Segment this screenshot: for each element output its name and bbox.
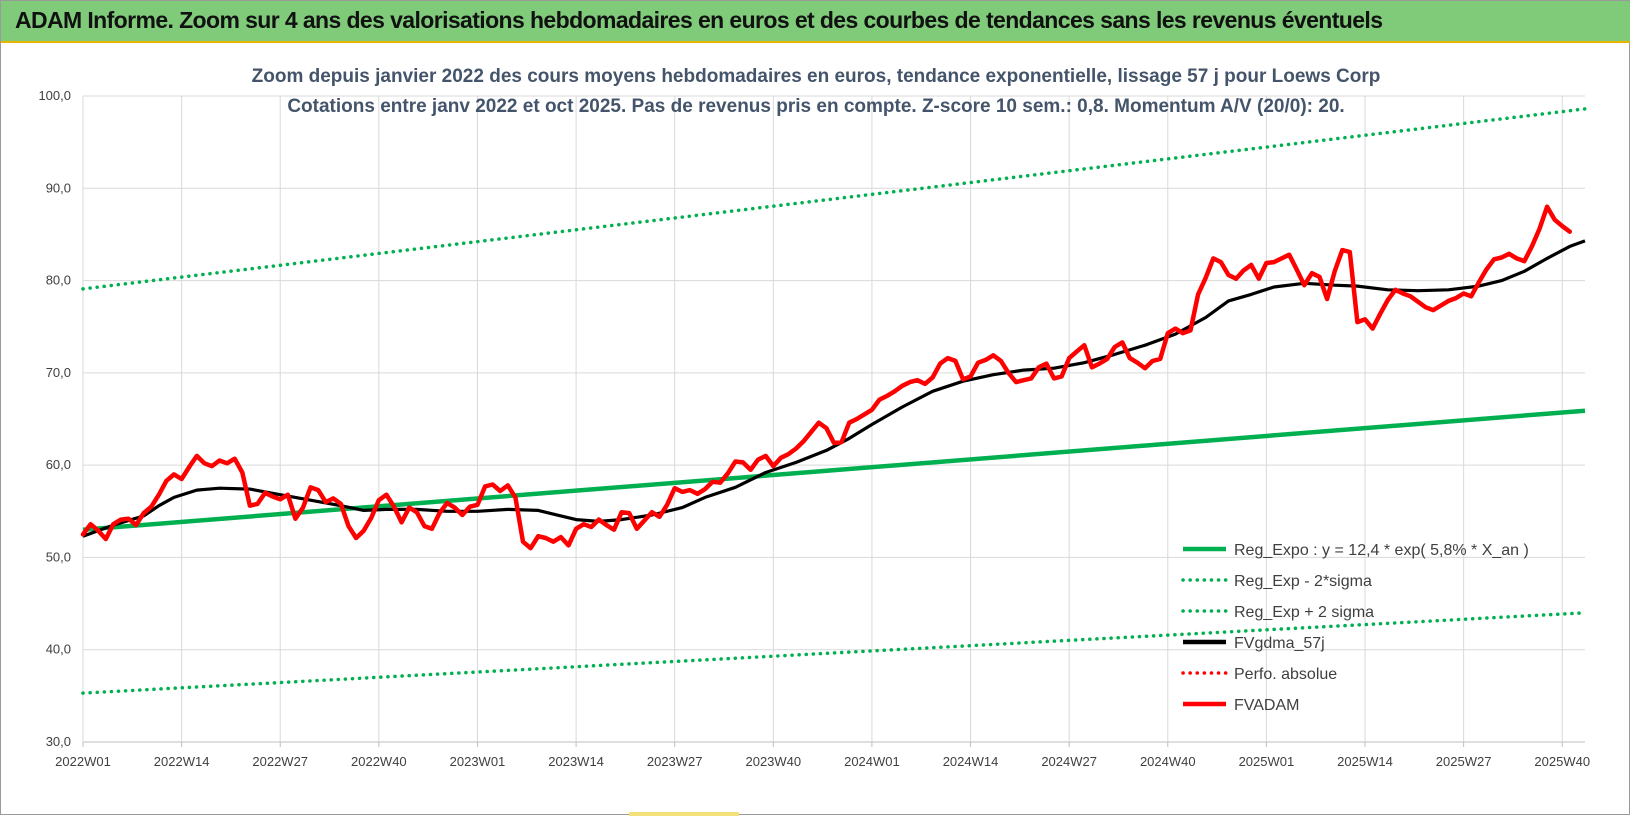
gridlines — [82, 95, 1585, 743]
series-line-0 — [82, 408, 1586, 532]
y-tick-label: 60,0 — [46, 457, 71, 472]
header-bar: ADAM Informe. Zoom sur 4 ans des valoris… — [1, 1, 1630, 43]
y-tick-label: 30,0 — [46, 734, 71, 749]
x-tick-label: 2022W40 — [351, 754, 407, 769]
series-line-1 — [81, 611, 1587, 695]
legend-label: FVgdma_57j — [1234, 635, 1325, 652]
x-tick-label: 2023W14 — [548, 754, 604, 769]
x-tick-label: 2022W27 — [252, 754, 308, 769]
chart-subtitle-line-1: Zoom depuis janvier 2022 des cours moyen… — [252, 66, 1381, 87]
series-line-5 — [80, 204, 1573, 551]
x-tick-label: 2023W01 — [450, 754, 506, 769]
x-tick-label: 2022W01 — [55, 754, 111, 769]
x-tick-label: 2025W01 — [1239, 754, 1295, 769]
legend-label: Reg_Exp - 2*sigma — [1234, 573, 1372, 590]
bottom-strip — [629, 812, 739, 816]
x-tick-label: 2022W14 — [154, 754, 210, 769]
chart: 30,0 40,0 50,0 60,0 70,0 80,0 90,0 100,0 2022W01… — [38, 66, 1590, 769]
series-line-3 — [82, 239, 1586, 538]
legend-label: Perfo. absolue — [1234, 666, 1337, 683]
legend: Reg_Expo : y = 12,4 * exp( 5,8% * X_an )… — [1181, 542, 1529, 714]
y-tick-label: 90,0 — [46, 180, 71, 195]
axes: 30,0 40,0 50,0 60,0 70,0 80,0 90,0 100,0 2022W01… — [38, 88, 1590, 769]
x-tick-label: 2024W40 — [1140, 754, 1196, 769]
x-tick-label: 2025W40 — [1534, 754, 1590, 769]
y-tick-label: 70,0 — [46, 365, 71, 380]
legend-label: Reg_Exp + 2 sigma — [1234, 604, 1374, 621]
x-tick-label: 2025W14 — [1337, 754, 1393, 769]
x-tick-label: 2024W14 — [943, 754, 999, 769]
y-tick-label: 50,0 — [46, 549, 71, 564]
x-tick-label: 2023W27 — [647, 754, 703, 769]
x-tick-label: 2024W01 — [844, 754, 900, 769]
y-tick-label: 40,0 — [46, 642, 71, 657]
page-title: ADAM Informe. Zoom sur 4 ans des valoris… — [15, 7, 1383, 33]
y-tick-label: 100,0 — [38, 88, 71, 103]
legend-label: Reg_Expo : y = 12,4 * exp( 5,8% * X_an ) — [1234, 542, 1529, 559]
series-lines — [80, 107, 1587, 695]
y-tick-label: 80,0 — [46, 273, 71, 288]
series-line-2 — [81, 107, 1587, 291]
chart-subtitle-line-2: Cotations entre janv 2022 et oct 2025. P… — [287, 96, 1344, 117]
x-tick-label: 2025W27 — [1436, 754, 1492, 769]
x-tick-label: 2023W40 — [745, 754, 801, 769]
legend-label: FVADAM — [1234, 697, 1299, 714]
x-tick-label: 2024W27 — [1041, 754, 1097, 769]
